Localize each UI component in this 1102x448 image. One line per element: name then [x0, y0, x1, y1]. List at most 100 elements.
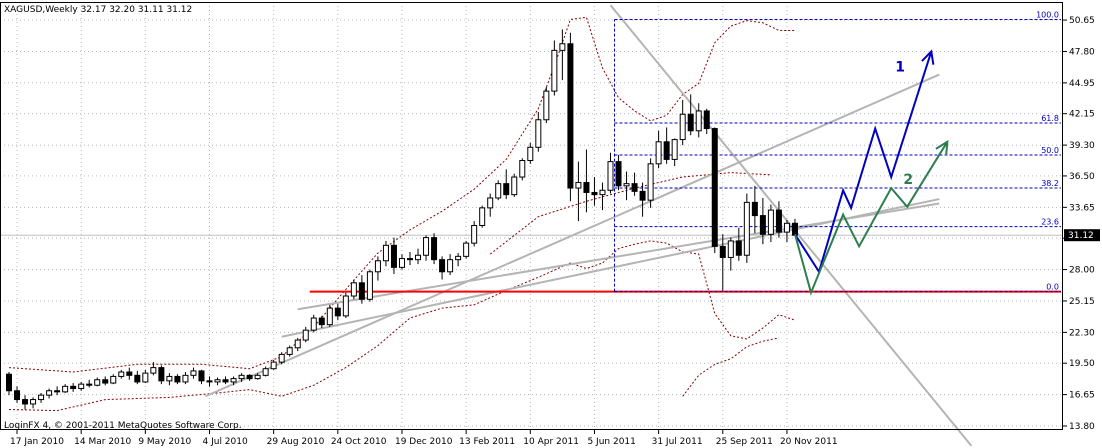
- candle: [679, 99, 686, 146]
- candle-body-up: [575, 182, 582, 189]
- plot-frame: [0, 2, 1063, 430]
- candle: [487, 193, 494, 217]
- candle-body-up: [455, 255, 462, 261]
- candle: [62, 384, 69, 393]
- candle: [663, 127, 670, 164]
- x-tick-label: 29 Aug 2010: [267, 437, 325, 447]
- candle: [431, 233, 438, 265]
- candle: [519, 158, 526, 181]
- projection-label: 2: [903, 172, 913, 188]
- candle-body-up: [310, 317, 317, 331]
- candle: [447, 254, 454, 276]
- candle: [775, 201, 782, 238]
- candle-body-up: [671, 139, 678, 160]
- candle-body-down: [431, 237, 438, 261]
- x-tick-label: 19 Dec 2010: [395, 437, 453, 447]
- candle: [110, 374, 117, 385]
- chart-footer: LoginFX 4, © 2001-2011 MetaQuotes Softwa…: [4, 421, 242, 431]
- grid: [0, 2, 1063, 430]
- candle: [46, 388, 53, 399]
- candle: [222, 376, 229, 385]
- x-tick-label: 20 Nov 2011: [780, 437, 838, 447]
- candle-body-up: [342, 295, 349, 317]
- candle: [623, 171, 630, 201]
- candle: [655, 130, 662, 169]
- candle-body-up: [46, 390, 53, 396]
- candle: [118, 369, 125, 379]
- candle: [671, 138, 678, 167]
- candle-body-down: [735, 240, 742, 256]
- candle: [575, 161, 582, 222]
- candle-body-down: [126, 371, 133, 376]
- bollinger-lower: [8, 240, 796, 412]
- candle-body-up: [110, 375, 117, 384]
- trendline: [609, 4, 973, 447]
- y-tick-label: 19.50: [1069, 359, 1095, 369]
- candle: [214, 377, 221, 386]
- candle-body-up: [551, 49, 558, 92]
- y-tick-label: 44.95: [1069, 79, 1095, 89]
- x-tick-label: 13 Feb 2011: [459, 437, 515, 447]
- candle-body-up: [487, 197, 494, 209]
- candle: [439, 256, 446, 280]
- candle: [407, 251, 413, 266]
- candle-body-up: [150, 367, 157, 374]
- candle: [350, 279, 357, 300]
- x-tick-label: 17 Jan 2010: [10, 437, 64, 447]
- candle-body-up: [278, 353, 285, 363]
- x-tick-label: 25 Sep 2011: [716, 437, 773, 447]
- x-tick-label: 31 Jul 2011: [652, 437, 703, 447]
- candle: [495, 180, 502, 201]
- candle: [615, 155, 622, 191]
- candle: [22, 395, 29, 410]
- candle-body-down: [703, 110, 710, 130]
- candle-body-down: [711, 128, 718, 247]
- candle-body-down: [759, 215, 766, 235]
- y-tick-label: 50.65: [1069, 16, 1095, 26]
- projection-paths: 12: [794, 49, 949, 296]
- candle-body-down: [158, 367, 165, 382]
- candle-body-down: [639, 190, 646, 201]
- candle-body-down: [22, 399, 29, 405]
- candle-body-up: [695, 110, 702, 132]
- candle-body-up: [519, 160, 526, 178]
- candle-body-up: [38, 394, 45, 401]
- candle-body-up: [743, 201, 750, 256]
- candle-body-up: [543, 90, 550, 121]
- candle: [374, 256, 381, 281]
- candle-body-down: [206, 380, 213, 383]
- candle: [455, 253, 462, 267]
- candle-body-up: [230, 378, 237, 383]
- candle: [759, 197, 766, 245]
- candle-body-up: [78, 383, 85, 390]
- candle: [639, 182, 646, 217]
- candle: [527, 142, 534, 164]
- candle-body-down: [102, 379, 109, 384]
- candle: [366, 269, 373, 302]
- y-tick-label: 33.65: [1069, 203, 1095, 213]
- candle: [703, 108, 710, 135]
- y-tick-label: 13.80: [1069, 422, 1095, 432]
- candle-body-up: [94, 379, 101, 386]
- candle: [102, 376, 109, 386]
- candle-body-down: [222, 379, 229, 383]
- candle: [14, 386, 21, 403]
- candle-body-up: [599, 189, 606, 196]
- candle: [559, 29, 566, 81]
- candle: [783, 220, 790, 243]
- x-tick-label: 5 Jun 2011: [587, 437, 635, 447]
- x-tick-label: 4 Jul 2010: [203, 437, 248, 447]
- candle-body-up: [254, 374, 261, 380]
- candle-body-down: [775, 209, 782, 233]
- candle: [38, 392, 45, 403]
- candle-body-up: [783, 222, 790, 233]
- candle-body-down: [86, 383, 93, 386]
- candle: [631, 172, 638, 196]
- candle-body-up: [655, 141, 662, 165]
- candle: [423, 235, 430, 261]
- candle: [182, 372, 189, 385]
- current-price-label: 31.12: [1068, 231, 1094, 241]
- candle: [390, 237, 397, 274]
